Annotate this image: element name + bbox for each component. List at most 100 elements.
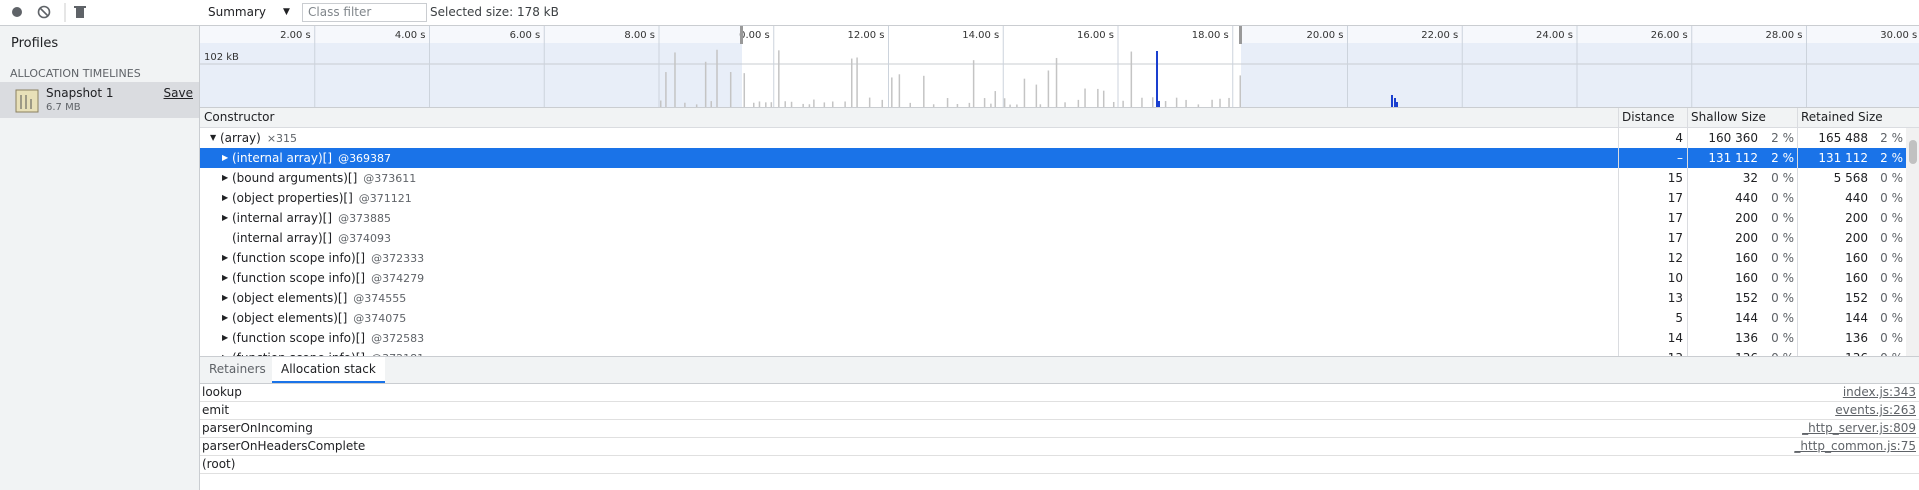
delete-button[interactable] — [74, 6, 86, 18]
allocation-bar — [932, 104, 935, 107]
table-row[interactable]: ▶ (bound arguments)[] @373611 15 32 0 % 5 568 0… — [200, 168, 1906, 188]
table-row[interactable]: ▶ (object properties)[] @371121 17 440 0 % 440… — [200, 188, 1906, 208]
expand-arrow[interactable]: ▶ — [222, 153, 229, 162]
table-row[interactable]: ▶ (object elements)[] @374555 13 152 0 % 152 0 … — [200, 288, 1906, 308]
time-tick-label: 12.00 s — [847, 30, 884, 41]
shallow-size: 440 — [1735, 191, 1758, 205]
function-name: parserOnHeadersComplete — [202, 439, 366, 453]
expand-arrow[interactable]: ▼ — [210, 133, 217, 142]
source-link[interactable]: _http_common.js:75 — [1794, 439, 1916, 453]
object-id: @372583 — [371, 332, 425, 345]
allocation-bar — [909, 102, 911, 107]
save-link[interactable]: Save — [163, 86, 193, 100]
constructor-name: (function scope info)[] — [232, 331, 366, 345]
retained-percent: 0 % — [1880, 171, 1903, 185]
record-button[interactable] — [12, 7, 22, 17]
retained-size: 152 — [1845, 291, 1868, 305]
time-tick-label: 24.00 s — [1536, 30, 1573, 41]
column-header[interactable]: Distance — [1622, 110, 1675, 124]
shallow-size: 160 — [1735, 251, 1758, 265]
table-row[interactable]: ▶ (function scope info)[] @372333 12 160 0 % 1… — [200, 248, 1906, 268]
clear-button[interactable] — [37, 5, 51, 19]
allocation-timeline: 102 kB 2.00 s 4.00 s 6.00 s 8.00 s 0.00 s 12.0… — [200, 26, 1919, 107]
scrollbar[interactable] — [1906, 128, 1919, 356]
table-row[interactable]: (internal array)[] @374093 17 200 0 % 200 0 % — [200, 228, 1906, 248]
column-header[interactable]: Constructor — [204, 110, 275, 124]
expand-arrow[interactable]: ▶ — [222, 293, 229, 302]
allocation-bar — [891, 77, 893, 107]
allocation-bar — [1035, 84, 1038, 107]
shallow-size: 200 — [1735, 211, 1758, 225]
retained-percent: 0 % — [1880, 348, 1903, 356]
shallow-percent: 0 % — [1771, 271, 1794, 285]
panel-tab[interactable]: Retainers — [209, 362, 266, 376]
constructor-name: (internal array)[] — [232, 151, 333, 165]
allocation-bar — [990, 103, 992, 107]
constructor-cell: (function scope info)[] @372583 — [232, 328, 424, 348]
view-select-label: Summary — [208, 5, 266, 19]
table-row[interactable]: ▼ (array) ×315 4 160 360 2 % 165 488 2 % — [200, 128, 1906, 148]
stack-frame: lookup index.js:343 — [200, 384, 1919, 402]
selection-handle — [1239, 26, 1242, 44]
expand-arrow[interactable]: ▶ — [222, 273, 229, 282]
retained-size: 200 — [1845, 231, 1868, 245]
column-header[interactable]: Shallow Size — [1691, 110, 1766, 124]
constructor-cell: (internal array)[] @374093 — [232, 228, 391, 248]
constructor-name: (internal array)[] — [232, 211, 333, 225]
time-tick-label: 20.00 s — [1306, 30, 1343, 41]
table-row[interactable]: ▶ (function scope info)[] @374279 10 160 0 % 1… — [200, 268, 1906, 288]
constructor-cell: (internal array)[] @369387 — [232, 148, 391, 168]
expand-arrow[interactable]: ▶ — [222, 313, 229, 322]
shallow-size: 131 112 — [1708, 151, 1758, 165]
expand-arrow[interactable]: ▶ — [222, 173, 229, 182]
class-filter[interactable]: Class filter — [302, 3, 427, 22]
allocation-bar — [823, 102, 826, 107]
source-link[interactable]: _http_server.js:809 — [1802, 421, 1916, 435]
allocation-bar — [665, 72, 667, 107]
view-select[interactable]: Summary ▼ — [208, 0, 298, 25]
selected-size: Selected size: 178 kB — [430, 5, 559, 19]
shallow-percent: 2 % — [1771, 131, 1794, 145]
table-row[interactable]: ▶ (function scope info)[] @372583 14 136 0 % 1… — [200, 328, 1906, 348]
expand-arrow[interactable]: ▶ — [222, 333, 229, 342]
allocation-bar — [1102, 90, 1105, 107]
table-row[interactable]: ▶ (function scope info)[] @372181 13 136 0 % 1… — [200, 348, 1906, 356]
table-row[interactable]: ▶ (internal array)[] @369387 – 131 112 2 % 131… — [200, 148, 1906, 168]
expand-arrow[interactable]: ▶ — [222, 213, 229, 222]
allocation-bar — [851, 58, 853, 107]
time-tick-label: 26.00 s — [1651, 30, 1688, 41]
constructor-name: (function scope info)[] — [232, 351, 365, 356]
table-row[interactable]: ▶ (object elements)[] @374075 5 144 0 % 144 0 % — [200, 308, 1906, 328]
allocation-bar — [1175, 97, 1178, 107]
object-id: @374555 — [353, 292, 407, 305]
time-tick-label: 28.00 s — [1765, 30, 1802, 41]
column-header[interactable]: Retained Size — [1801, 110, 1883, 124]
allocation-bar — [765, 102, 767, 107]
constructor-cell: (object elements)[] @374555 — [232, 288, 406, 308]
allocation-bar — [770, 102, 773, 107]
expand-arrow[interactable]: ▶ — [222, 253, 229, 262]
object-id: @373611 — [363, 172, 417, 185]
source-link[interactable]: events.js:263 — [1835, 403, 1916, 417]
time-tick-label: 8.00 s — [624, 30, 655, 41]
function-name: emit — [202, 403, 230, 417]
table-row[interactable]: ▶ (internal array)[] @373885 17 200 0 % 200 0 % — [200, 208, 1906, 228]
allocation-bar — [881, 99, 884, 107]
object-id: @373885 — [338, 212, 392, 225]
source-link[interactable]: index.js:343 — [1842, 385, 1916, 399]
allocation-bar — [856, 57, 858, 107]
stack-frame: parserOnHeadersComplete _http_common.js:7… — [200, 438, 1919, 456]
scale-label: 102 kB — [204, 52, 239, 63]
snapshot-icon — [15, 89, 39, 113]
time-tick-label: 18.00 s — [1192, 30, 1229, 41]
live-allocation-bar — [1156, 51, 1158, 107]
expand-arrow[interactable]: ▶ — [222, 193, 229, 202]
panel-tab[interactable]: Allocation stack — [272, 357, 385, 383]
distance: 13 — [1667, 291, 1683, 305]
expand-arrow[interactable]: ▶ — [222, 348, 228, 356]
snapshot-item[interactable]: Snapshot 1 6.7 MB Save — [0, 82, 199, 118]
object-id: @374075 — [353, 312, 407, 325]
scrollbar-thumb[interactable] — [1909, 140, 1917, 164]
distance: 17 — [1667, 191, 1683, 205]
retained-size: 144 — [1845, 311, 1868, 325]
